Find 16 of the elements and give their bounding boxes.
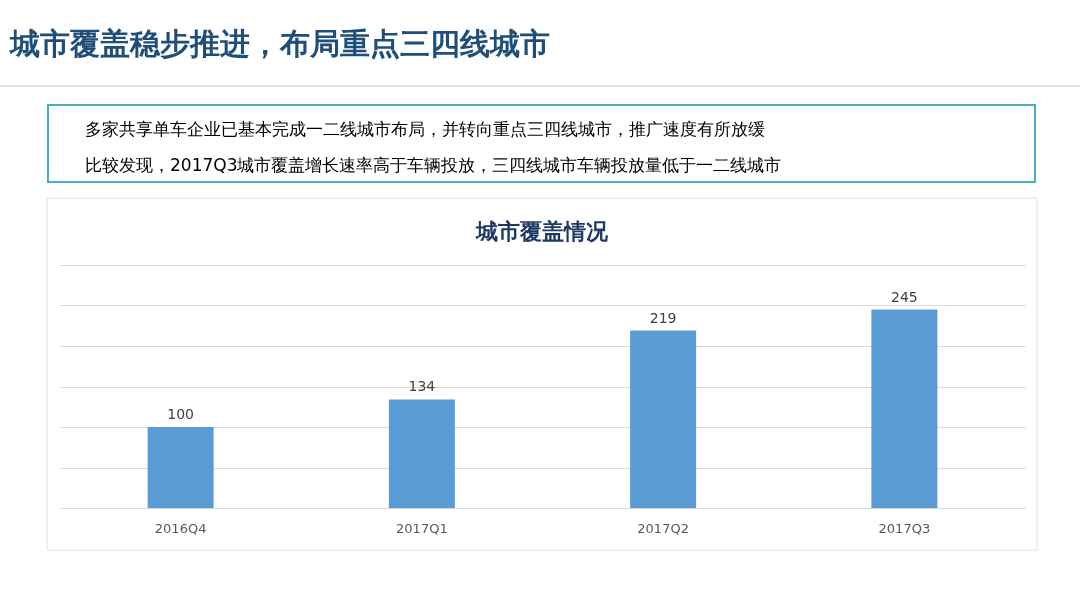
bar (388, 399, 455, 508)
text: 多家共享单车企业已基本完成一二线城市布局，并转向重点三四线城市，推广速度有所放缓 (85, 119, 765, 139)
x-tick-label: 2016Q4 (154, 520, 207, 536)
data-label: 100 (167, 406, 194, 422)
bar (630, 330, 697, 508)
text: 比较发现，2017Q3城市覆盖增长速率高于车辆投放，三四线城市车辆投放量低于一二线城市 (85, 155, 782, 175)
x-tick-label: 2017Q2 (637, 520, 689, 536)
bar (147, 427, 214, 508)
data-label: 245 (891, 288, 918, 305)
x-tick-label: 2017Q1 (396, 520, 448, 536)
x-tick-label: 2017Q3 (878, 520, 931, 536)
chart-title: 城市覆盖稳步推进，布局重点三四线城市 (8, 26, 550, 61)
bar (871, 309, 938, 508)
data-label: 134 (408, 378, 436, 395)
data-label: 219 (649, 309, 677, 326)
chart-subtitle: 城市覆盖情况 (475, 219, 609, 244)
